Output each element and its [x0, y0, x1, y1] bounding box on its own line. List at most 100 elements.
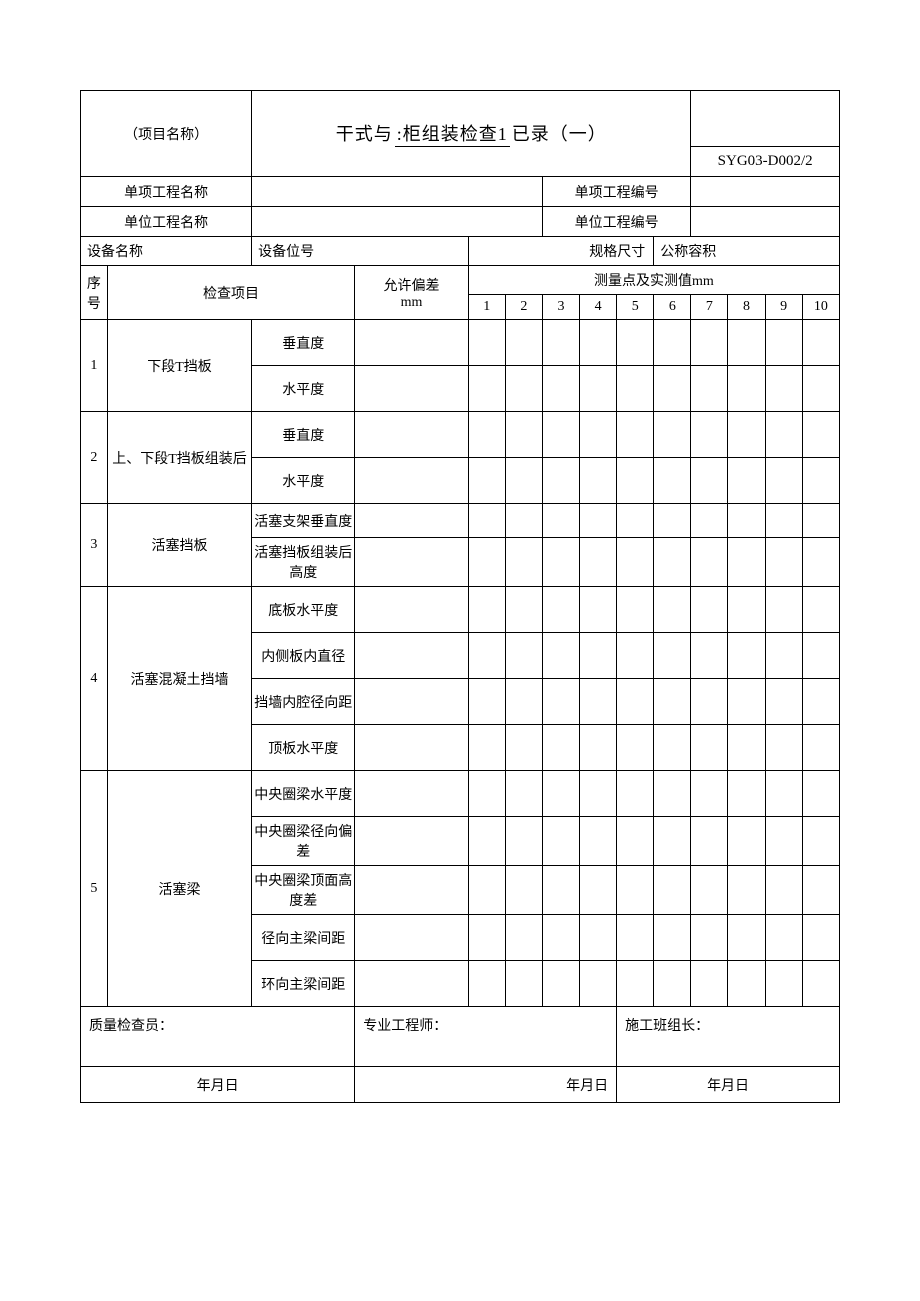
- measure-cell[interactable]: [728, 504, 765, 538]
- tolerance-cell[interactable]: [355, 538, 468, 587]
- measure-cell[interactable]: [654, 412, 691, 458]
- measure-cell[interactable]: [728, 587, 765, 633]
- measure-cell[interactable]: [765, 538, 802, 587]
- measure-cell[interactable]: [468, 366, 505, 412]
- measure-cell[interactable]: [765, 587, 802, 633]
- measure-cell[interactable]: [691, 866, 728, 915]
- measure-cell[interactable]: [654, 504, 691, 538]
- measure-cell[interactable]: [505, 679, 542, 725]
- measure-cell[interactable]: [691, 412, 728, 458]
- measure-cell[interactable]: [691, 961, 728, 1007]
- measure-cell[interactable]: [728, 679, 765, 725]
- measure-cell[interactable]: [617, 915, 654, 961]
- measure-cell[interactable]: [728, 366, 765, 412]
- measure-cell[interactable]: [542, 866, 579, 915]
- measure-cell[interactable]: [765, 412, 802, 458]
- measure-cell[interactable]: [468, 412, 505, 458]
- measure-cell[interactable]: [580, 771, 617, 817]
- measure-cell[interactable]: [468, 725, 505, 771]
- measure-cell[interactable]: [802, 366, 839, 412]
- measure-cell[interactable]: [617, 587, 654, 633]
- unit-project-name-value[interactable]: [252, 207, 543, 237]
- measure-cell[interactable]: [542, 771, 579, 817]
- measure-cell[interactable]: [765, 725, 802, 771]
- measure-cell[interactable]: [468, 866, 505, 915]
- measure-cell[interactable]: [505, 412, 542, 458]
- measure-cell[interactable]: [542, 961, 579, 1007]
- tolerance-cell[interactable]: [355, 679, 468, 725]
- measure-cell[interactable]: [765, 915, 802, 961]
- measure-cell[interactable]: [691, 771, 728, 817]
- measure-cell[interactable]: [654, 366, 691, 412]
- measure-cell[interactable]: [728, 633, 765, 679]
- measure-cell[interactable]: [580, 320, 617, 366]
- measure-cell[interactable]: [580, 587, 617, 633]
- measure-cell[interactable]: [691, 366, 728, 412]
- measure-cell[interactable]: [580, 817, 617, 866]
- measure-cell[interactable]: [617, 412, 654, 458]
- measure-cell[interactable]: [505, 725, 542, 771]
- tolerance-cell[interactable]: [355, 866, 468, 915]
- measure-cell[interactable]: [580, 366, 617, 412]
- measure-cell[interactable]: [505, 915, 542, 961]
- measure-cell[interactable]: [654, 679, 691, 725]
- measure-cell[interactable]: [617, 866, 654, 915]
- measure-cell[interactable]: [654, 587, 691, 633]
- measure-cell[interactable]: [765, 458, 802, 504]
- measure-cell[interactable]: [728, 961, 765, 1007]
- measure-cell[interactable]: [765, 320, 802, 366]
- measure-cell[interactable]: [617, 961, 654, 1007]
- measure-cell[interactable]: [505, 538, 542, 587]
- measure-cell[interactable]: [542, 679, 579, 725]
- measure-cell[interactable]: [654, 538, 691, 587]
- measure-cell[interactable]: [505, 587, 542, 633]
- measure-cell[interactable]: [728, 412, 765, 458]
- measure-cell[interactable]: [505, 771, 542, 817]
- measure-cell[interactable]: [468, 633, 505, 679]
- measure-cell[interactable]: [765, 633, 802, 679]
- tolerance-cell[interactable]: [355, 412, 468, 458]
- measure-cell[interactable]: [765, 366, 802, 412]
- measure-cell[interactable]: [505, 320, 542, 366]
- measure-cell[interactable]: [802, 320, 839, 366]
- single-project-code-value[interactable]: [691, 177, 840, 207]
- date-3[interactable]: 年月日: [617, 1067, 840, 1103]
- measure-cell[interactable]: [728, 817, 765, 866]
- measure-cell[interactable]: [468, 679, 505, 725]
- measure-cell[interactable]: [765, 504, 802, 538]
- measure-cell[interactable]: [505, 633, 542, 679]
- measure-cell[interactable]: [691, 320, 728, 366]
- measure-cell[interactable]: [802, 866, 839, 915]
- measure-cell[interactable]: [505, 961, 542, 1007]
- measure-cell[interactable]: [802, 771, 839, 817]
- measure-cell[interactable]: [802, 458, 839, 504]
- measure-cell[interactable]: [691, 587, 728, 633]
- measure-cell[interactable]: [654, 961, 691, 1007]
- measure-cell[interactable]: [691, 817, 728, 866]
- measure-cell[interactable]: [580, 679, 617, 725]
- tolerance-cell[interactable]: [355, 504, 468, 538]
- measure-cell[interactable]: [617, 679, 654, 725]
- measure-cell[interactable]: [468, 587, 505, 633]
- unit-project-code-value[interactable]: [691, 207, 840, 237]
- measure-cell[interactable]: [617, 538, 654, 587]
- measure-cell[interactable]: [728, 725, 765, 771]
- tolerance-cell[interactable]: [355, 366, 468, 412]
- measure-cell[interactable]: [802, 679, 839, 725]
- measure-cell[interactable]: [691, 915, 728, 961]
- measure-cell[interactable]: [617, 458, 654, 504]
- measure-cell[interactable]: [654, 771, 691, 817]
- measure-cell[interactable]: [617, 817, 654, 866]
- measure-cell[interactable]: [765, 817, 802, 866]
- measure-cell[interactable]: [468, 817, 505, 866]
- measure-cell[interactable]: [617, 504, 654, 538]
- measure-cell[interactable]: [580, 458, 617, 504]
- measure-cell[interactable]: [765, 961, 802, 1007]
- measure-cell[interactable]: [802, 538, 839, 587]
- date-2[interactable]: 年月日: [355, 1067, 617, 1103]
- tolerance-cell[interactable]: [355, 458, 468, 504]
- measure-cell[interactable]: [728, 458, 765, 504]
- measure-cell[interactable]: [654, 725, 691, 771]
- measure-cell[interactable]: [617, 320, 654, 366]
- measure-cell[interactable]: [728, 771, 765, 817]
